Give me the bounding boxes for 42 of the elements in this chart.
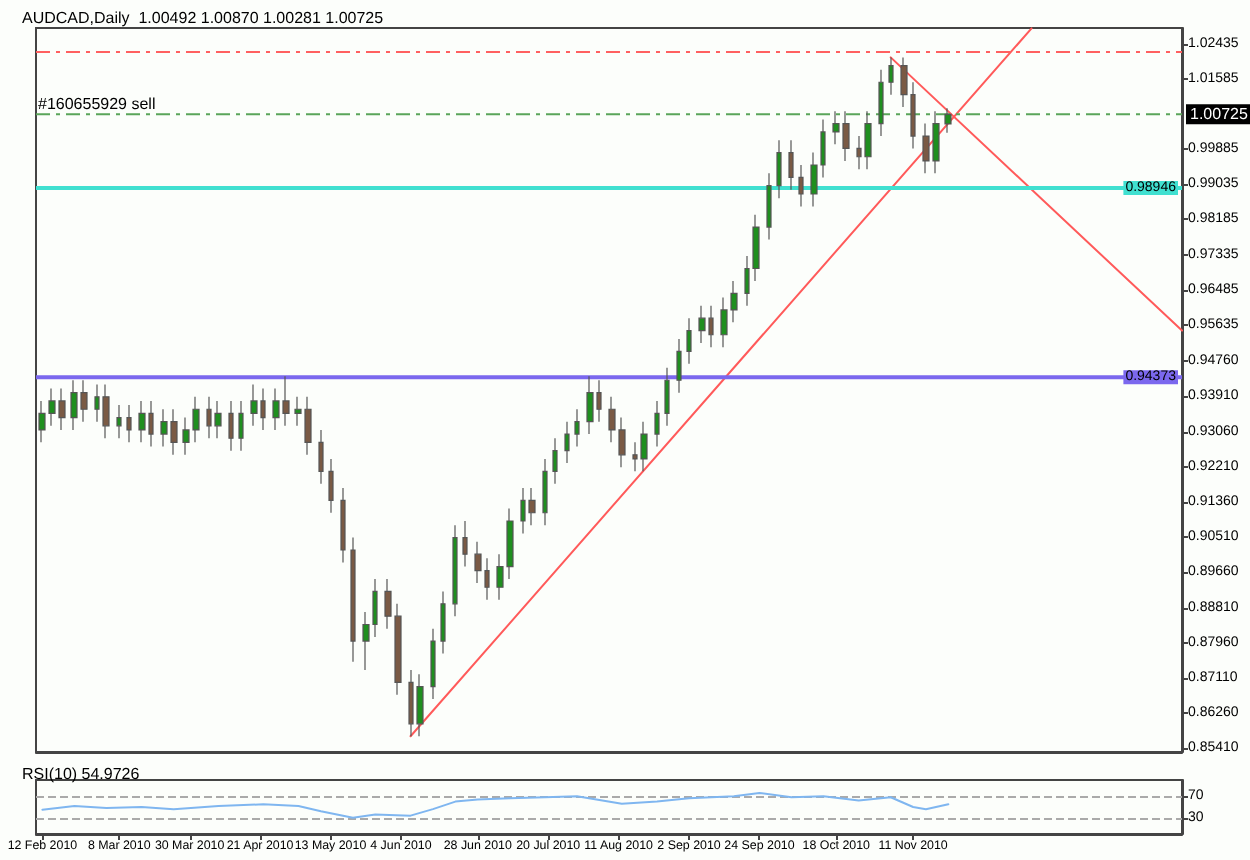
candlestick <box>776 139 782 199</box>
line-series <box>41 791 950 819</box>
chart-title: RSI(10) 54.9726 <box>22 765 141 783</box>
candlestick <box>102 383 110 439</box>
candlestick <box>416 673 424 737</box>
candlestick <box>528 487 536 526</box>
candlestick <box>238 400 244 452</box>
candlestick <box>798 164 804 208</box>
candlestick <box>944 107 952 134</box>
annotation: 1.00725 <box>1190 105 1249 124</box>
candlestick <box>574 408 580 448</box>
candlestick <box>888 56 894 96</box>
candlestick <box>214 400 222 439</box>
candlestick <box>228 400 234 452</box>
candlestick <box>318 429 324 485</box>
candlestick <box>430 628 436 700</box>
candlestick <box>586 375 594 435</box>
candlestick <box>116 404 122 439</box>
candlestick <box>676 338 682 394</box>
ref-line-label: #160655929 sell <box>38 95 156 114</box>
candlestick <box>664 367 670 427</box>
candlestick <box>440 590 446 655</box>
candlestick <box>788 139 794 191</box>
candlestick <box>350 536 356 663</box>
candlestick <box>864 110 872 170</box>
candlestick <box>542 458 548 526</box>
candlestick <box>462 520 468 568</box>
candlestick <box>564 421 570 464</box>
candlestick <box>250 383 258 427</box>
candlestick <box>126 404 132 443</box>
candlestick <box>686 317 692 365</box>
candlestick <box>640 421 648 472</box>
candlestick <box>552 437 558 485</box>
candlestick <box>328 458 334 514</box>
candlestick <box>138 400 146 443</box>
candlestick <box>452 524 458 617</box>
candlestick <box>340 487 346 564</box>
candlestick <box>698 305 706 344</box>
chart-title: AUDCAD,Daily 1.00492 1.00870 1.00281 1.00725 <box>22 9 385 27</box>
candlestick <box>766 172 772 241</box>
candlestick <box>654 400 660 448</box>
candlestick <box>878 69 884 137</box>
